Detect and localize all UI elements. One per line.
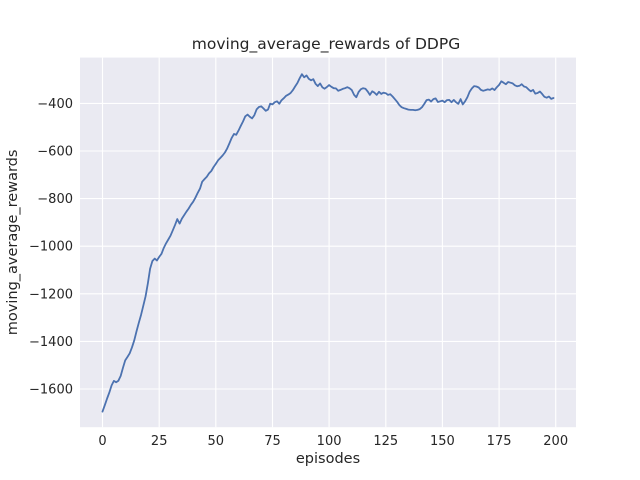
y-tick-label: −600 (37, 145, 73, 160)
x-axis-label: episodes (296, 451, 360, 467)
y-tick-label: −1200 (29, 287, 73, 302)
gridlines (80, 57, 576, 428)
x-tick-label: 50 (208, 434, 225, 449)
x-tick-label: 200 (543, 434, 568, 449)
x-tick-label: 100 (317, 434, 342, 449)
plot-area (80, 57, 576, 428)
x-axis-tick-labels: 0 25 50 75 100 125 150 175 200 (98, 434, 568, 449)
y-tick-label: −1600 (29, 383, 73, 398)
x-tick-label: 0 (98, 434, 106, 449)
y-axis-tick-labels: −400 −600 −800 −1000 −1200 −1400 −1600 (29, 97, 73, 398)
x-tick-label: 125 (373, 434, 398, 449)
x-tick-label: 175 (487, 434, 512, 449)
x-tick-label: 150 (430, 434, 455, 449)
y-tick-label: −800 (37, 192, 73, 207)
y-tick-label: −400 (37, 97, 73, 112)
y-tick-label: −1400 (29, 335, 73, 350)
x-tick-label: 75 (264, 434, 281, 449)
y-axis-label: moving_average_rewards (5, 150, 21, 336)
y-tick-label: −1000 (29, 240, 73, 255)
x-tick-label: 25 (151, 434, 168, 449)
chart-title: moving_average_rewards of DDPG (192, 35, 460, 54)
reward-curve-line (101, 73, 555, 413)
